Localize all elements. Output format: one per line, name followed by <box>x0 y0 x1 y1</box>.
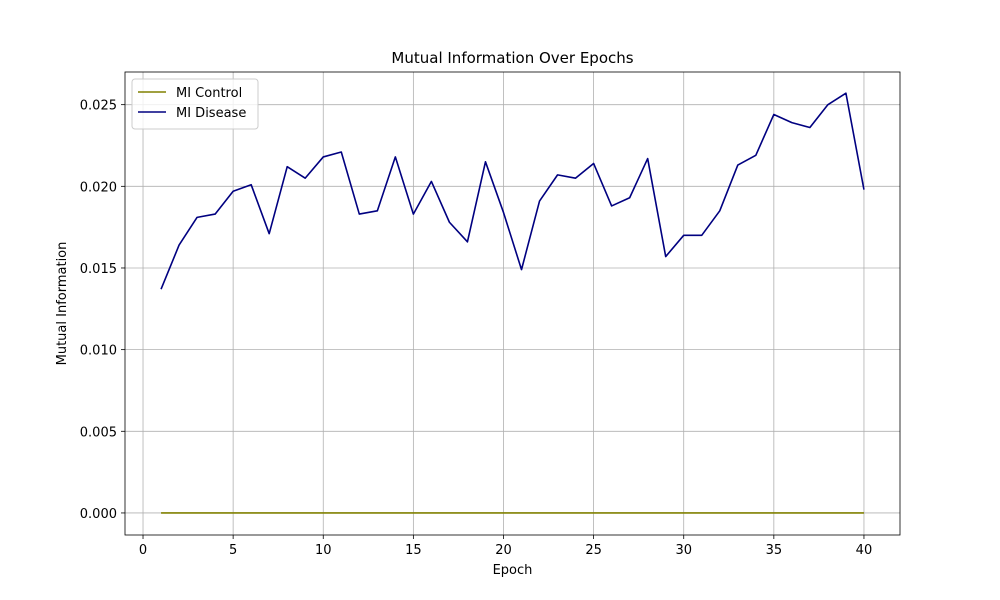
series-line-mi-disease <box>160 92 865 290</box>
axis-ticks: 0 5 10 15 20 25 30 35 40 0.000 0.005 0.010 0.015 0.02… <box>80 99 872 558</box>
series-lines <box>160 92 865 514</box>
y-tick-label: 0.015 <box>80 262 117 277</box>
y-tick-label: 0.020 <box>80 180 117 195</box>
y-tick-label: 0.010 <box>80 344 117 359</box>
x-tick-label: 20 <box>495 543 512 558</box>
legend-label: MI Disease <box>176 106 246 121</box>
legend-label: MI Control <box>176 86 242 101</box>
y-axis-label: Mutual Information <box>55 242 70 366</box>
x-tick-label: 0 <box>139 543 147 558</box>
x-tick-label: 10 <box>315 543 332 558</box>
grid-lines <box>125 72 900 535</box>
x-tick-label: 40 <box>856 543 873 558</box>
y-tick-label: 0.000 <box>80 507 117 522</box>
x-axis-label: Epoch <box>493 563 533 578</box>
x-tick-label: 15 <box>405 543 422 558</box>
chart-title: Mutual Information Over Epochs <box>391 49 633 67</box>
x-tick-label: 30 <box>675 543 692 558</box>
legend: MI Control MI Disease <box>131 78 259 130</box>
x-tick-label: 25 <box>585 543 602 558</box>
x-tick-label: 35 <box>766 543 783 558</box>
x-tick-label: 5 <box>229 543 237 558</box>
y-tick-label: 0.025 <box>80 99 117 114</box>
plot-area-frame <box>124 71 901 536</box>
y-tick-label: 0.005 <box>80 425 117 440</box>
